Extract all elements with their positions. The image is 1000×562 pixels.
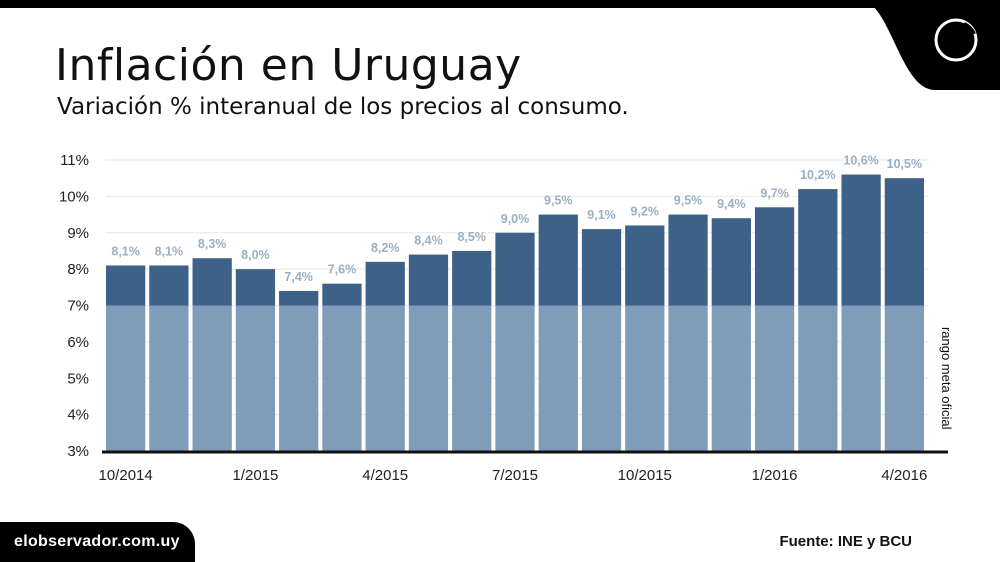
x-tick-label: 10/2015 [618,467,672,484]
bar [365,261,405,306]
data-labels: 8,1% 8,1% 8,3% 8,0% 7,4% 7,6% 8,2% 8,4% 8,5% 9,0%… [111,154,922,284]
bar-target-range [711,305,751,451]
data-label: 8,4% [414,234,443,248]
y-tick-label: 4% [67,407,89,424]
bar [149,265,189,306]
bar-target-range [884,305,924,451]
x-tick-label: 4/2016 [881,467,927,484]
bar [538,214,578,306]
data-label: 9,5% [544,194,573,208]
x-axis: 10/2014 1/2015 4/2015 7/2015 10/2015 1/2016 4/… [99,467,928,484]
inflation-bar-chart: 8,1% 8,1% 8,3% 8,0% 7,4% 7,6% 8,2% 8,4% 8,5% 9,0%… [59,152,954,484]
data-label: 8,5% [457,230,486,244]
bar-target-range [365,305,405,451]
corner-logo-badge [860,0,1000,90]
bar-target-range [235,305,276,451]
bar [754,207,795,306]
bar-target-range [625,305,665,451]
data-label: 10,5% [887,157,922,171]
bar-target-range [322,305,362,451]
data-label: 7,4% [284,270,313,284]
bars [106,174,924,451]
y-tick-label: 6% [67,334,89,351]
data-label: 8,3% [198,237,227,251]
data-label: 9,2% [631,204,660,218]
data-label: 8,1% [155,244,184,258]
bar [625,225,665,306]
x-tick-label: 7/2015 [492,467,538,484]
data-label: 8,2% [371,241,400,255]
bar [495,232,535,306]
bar [581,229,622,306]
bar-target-range [841,305,881,451]
y-axis: 3% 4% 5% 6% 7% 8% 9% 10% 11% [59,152,89,460]
data-label: 8,0% [241,248,270,262]
bar [884,178,924,306]
y-tick-label: 5% [67,370,89,387]
data-label: 8,1% [111,244,140,258]
chart-subtitle: Variación % interanual de los precios al… [57,94,629,120]
bar [322,283,362,306]
x-tick-label: 4/2015 [362,467,408,484]
bar-target-range [452,305,492,451]
y-tick-label: 9% [67,225,89,242]
bar-target-range [668,305,708,451]
bar-target-range [754,305,795,451]
data-label: 9,7% [760,186,789,200]
bar [452,250,492,306]
data-label: 9,4% [717,197,746,211]
x-tick-label: 1/2015 [232,467,278,484]
bar [798,189,838,306]
data-label: 9,1% [587,208,616,222]
target-range-label: rango meta oficial [939,327,954,430]
bar [408,254,449,306]
bar [841,174,881,306]
bar-target-range [149,305,189,451]
bar [235,269,276,306]
data-label: 10,2% [800,168,835,182]
bar [279,290,319,306]
bar-target-range [106,305,146,451]
bar-target-range [538,305,578,451]
bar [711,218,751,306]
y-tick-label: 8% [67,261,89,278]
bar-target-range [279,305,319,451]
x-tick-label: 10/2014 [99,467,153,484]
data-label: 10,6% [843,154,878,168]
y-tick-label: 10% [59,188,89,205]
bar-target-range [581,305,622,451]
circle-logo-icon[interactable] [934,18,978,62]
bar-target-range [192,305,232,451]
data-label: 7,6% [328,263,357,277]
x-tick-label: 1/2016 [752,467,798,484]
bar [192,258,232,306]
bar [668,214,708,306]
bar-target-range [408,305,449,451]
chart-title: Inflación en Uruguay [55,40,522,91]
source-label: Fuente: INE y BCU [779,533,912,550]
y-tick-label: 11% [60,152,89,169]
data-label: 9,5% [674,194,703,208]
footer-site-badge: elobservador.com.uy [0,522,195,562]
bar-target-range [495,305,535,451]
site-link[interactable]: elobservador.com.uy [14,533,180,550]
bar [106,265,146,306]
bar-target-range [798,305,838,451]
y-tick-label: 3% [67,443,89,460]
data-label: 9,0% [501,212,530,226]
top-bar [0,0,1000,8]
y-tick-label: 7% [67,298,89,315]
